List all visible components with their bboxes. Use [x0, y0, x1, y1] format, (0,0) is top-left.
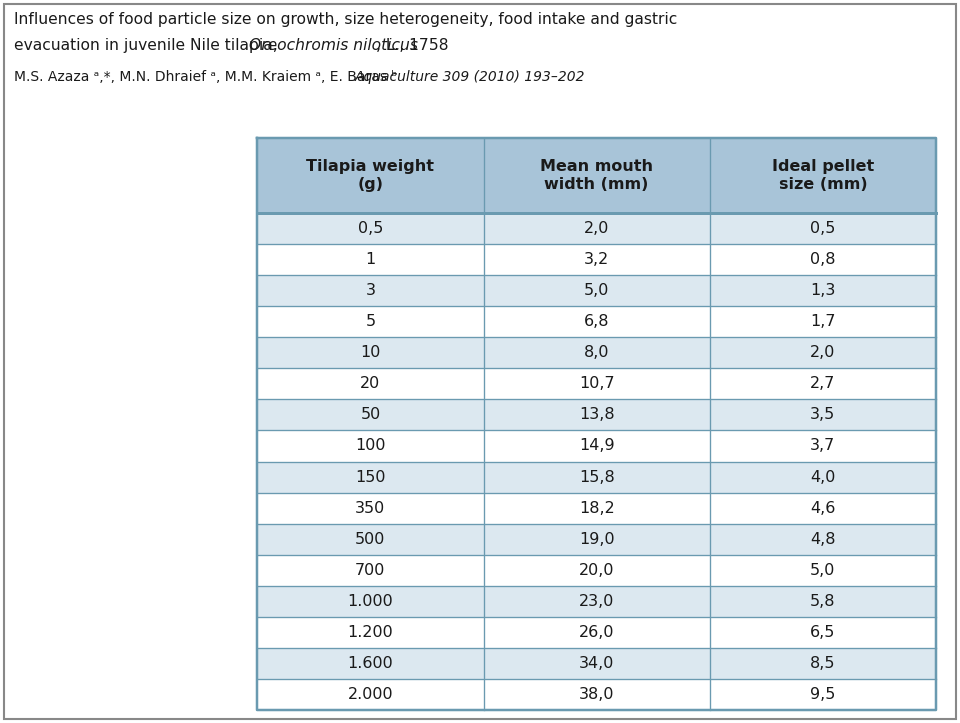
Text: 2,0: 2,0: [584, 221, 610, 236]
Bar: [257, 586, 936, 617]
Text: 1,3: 1,3: [810, 283, 835, 298]
Text: 9,5: 9,5: [810, 687, 835, 702]
Text: 4,8: 4,8: [810, 531, 835, 547]
Bar: [257, 461, 936, 492]
Text: 5,0: 5,0: [584, 283, 610, 298]
Bar: [257, 275, 936, 306]
Text: 1,7: 1,7: [810, 315, 835, 329]
Bar: [257, 648, 936, 679]
Text: 13,8: 13,8: [579, 407, 614, 422]
Bar: [257, 337, 936, 368]
Bar: [257, 430, 936, 461]
Text: 15,8: 15,8: [579, 469, 614, 484]
Text: 500: 500: [355, 531, 386, 547]
Text: 5,0: 5,0: [810, 562, 835, 578]
Text: 6,8: 6,8: [584, 315, 610, 329]
Text: 6,5: 6,5: [810, 625, 835, 640]
Text: 20: 20: [360, 377, 380, 391]
Text: 50: 50: [360, 407, 380, 422]
Text: evacuation in juvenile Nile tilapia,: evacuation in juvenile Nile tilapia,: [14, 38, 282, 53]
Text: 2,7: 2,7: [810, 377, 835, 391]
Text: 2,0: 2,0: [810, 346, 835, 360]
Bar: [257, 399, 936, 430]
Bar: [257, 368, 936, 399]
Bar: [257, 244, 936, 275]
Text: 10,7: 10,7: [579, 377, 614, 391]
Text: 3: 3: [366, 283, 375, 298]
Text: 1: 1: [365, 252, 375, 267]
Text: 5,8: 5,8: [810, 594, 835, 609]
Text: Ideal pellet
size (mm): Ideal pellet size (mm): [772, 159, 874, 192]
Text: 0,5: 0,5: [358, 221, 383, 236]
Text: 34,0: 34,0: [579, 656, 614, 671]
Bar: [257, 138, 936, 213]
Text: , L., 1758: , L., 1758: [375, 38, 448, 53]
Bar: [257, 617, 936, 648]
Text: Oreochromis niloticus: Oreochromis niloticus: [249, 38, 418, 53]
Text: Aquaculture 309 (2010) 193–202: Aquaculture 309 (2010) 193–202: [355, 70, 586, 84]
Bar: [257, 523, 936, 555]
Text: 8,5: 8,5: [810, 656, 835, 671]
Text: 26,0: 26,0: [579, 625, 614, 640]
Text: 1.200: 1.200: [348, 625, 394, 640]
Text: 0,5: 0,5: [810, 221, 835, 236]
Text: Mean mouth
width (mm): Mean mouth width (mm): [540, 159, 653, 192]
Text: 350: 350: [355, 500, 386, 515]
Text: 8,0: 8,0: [584, 346, 610, 360]
Text: 14,9: 14,9: [579, 438, 614, 453]
Text: 23,0: 23,0: [579, 594, 614, 609]
Text: 100: 100: [355, 438, 386, 453]
Text: 4,0: 4,0: [810, 469, 835, 484]
Text: 1.000: 1.000: [348, 594, 394, 609]
Text: 4,6: 4,6: [810, 500, 835, 515]
Text: 150: 150: [355, 469, 386, 484]
Bar: [257, 555, 936, 586]
Text: 19,0: 19,0: [579, 531, 614, 547]
Text: 1.600: 1.600: [348, 656, 394, 671]
Text: 10: 10: [360, 346, 380, 360]
Text: 700: 700: [355, 562, 386, 578]
Bar: [257, 213, 936, 244]
Text: 3,2: 3,2: [584, 252, 610, 267]
Text: Influences of food particle size on growth, size heterogeneity, food intake and : Influences of food particle size on grow…: [14, 12, 677, 27]
Bar: [257, 679, 936, 710]
Text: 5: 5: [366, 315, 375, 329]
Bar: [257, 492, 936, 523]
Text: 0,8: 0,8: [810, 252, 835, 267]
Text: M.S. Azaza ᵃ,*, M.N. Dhraief ᵃ, M.M. Kraiem ᵃ, E. Baras ᵇ: M.S. Azaza ᵃ,*, M.N. Dhraief ᵃ, M.M. Kra…: [14, 70, 397, 84]
Text: Tilapia weight
(g): Tilapia weight (g): [306, 159, 434, 192]
Text: 38,0: 38,0: [579, 687, 614, 702]
Bar: [257, 306, 936, 337]
Text: 3,7: 3,7: [810, 438, 835, 453]
Text: 3,5: 3,5: [810, 407, 835, 422]
Text: 18,2: 18,2: [579, 500, 614, 515]
Text: 2.000: 2.000: [348, 687, 394, 702]
Text: 20,0: 20,0: [579, 562, 614, 578]
